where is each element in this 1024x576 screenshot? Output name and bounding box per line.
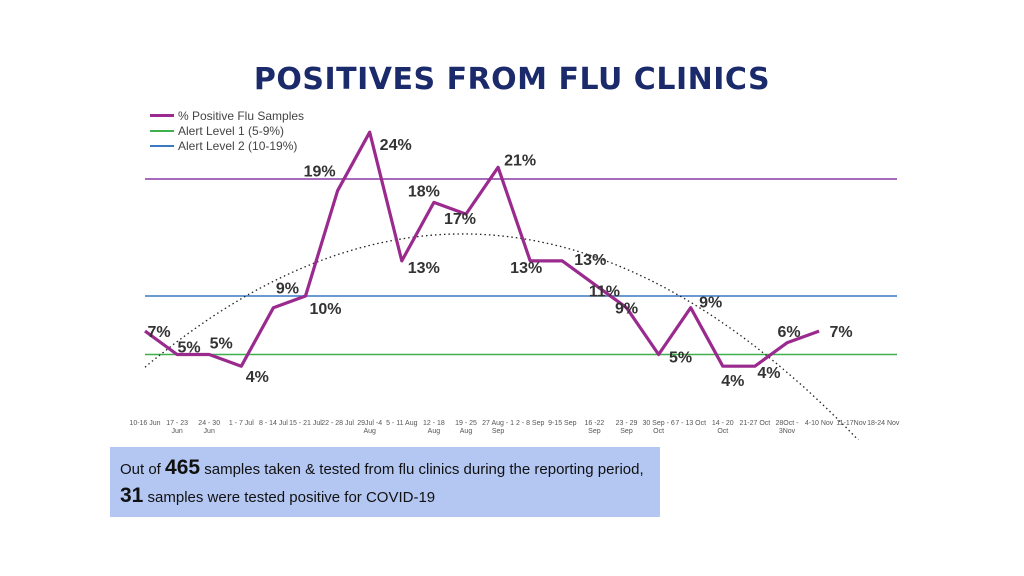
- x-tick-label: 5 - 11 Aug: [386, 420, 418, 427]
- note-middle: samples taken & tested from flu clinics …: [200, 461, 644, 478]
- x-tick-label: 10-16 Jun: [129, 420, 160, 427]
- x-tick-label: 7 - 13 Oct: [675, 420, 706, 427]
- x-tick-label: 2 - 8 Sep: [516, 420, 545, 427]
- note-prefix: Out of: [120, 461, 166, 478]
- x-tick-label: 15 - 21 Jul: [289, 420, 322, 427]
- note-suffix: samples were tested positive for COVID-1…: [143, 489, 436, 506]
- data-label: 4%: [757, 365, 780, 382]
- summary-note: Out of 465 samples taken & tested from f…: [110, 447, 660, 517]
- data-label: 7%: [147, 324, 170, 341]
- note-positive-count: 31: [120, 484, 144, 507]
- line-chart: 7% 5% 5% 4% 9% 10% 19% 24% 13% 18%17% 21% 13% 13% 11%…: [129, 130, 900, 440]
- page-title: POSITIVES FROM FLU CLINICS: [253, 62, 771, 97]
- data-label: 21%: [504, 152, 536, 169]
- x-tick-label: 23 - 29 Sep: [616, 420, 638, 435]
- data-label: 19%: [304, 164, 336, 181]
- data-label: 5%: [210, 336, 233, 353]
- legend-entry-alert2: Alert Level 2 (10-19%): [150, 138, 304, 153]
- data-label: 7%: [830, 324, 853, 341]
- x-tick-label: 9-15 Sep: [548, 420, 577, 427]
- data-label: 13%: [510, 260, 542, 277]
- data-label: 18%: [408, 183, 440, 200]
- x-tick-label: 14 - 20 Oct: [712, 420, 734, 435]
- x-tick-label: 22 - 28 Jul: [321, 420, 354, 427]
- data-label: 11%: [589, 283, 620, 300]
- x-tick-label: 8 - 14 Jul: [259, 420, 288, 427]
- x-tick-label: 12 - 18 Aug: [423, 420, 445, 435]
- data-label: 5%: [178, 340, 201, 357]
- data-label: 9%: [276, 281, 299, 298]
- x-tick-label: 17 - 23 Jun: [166, 420, 188, 435]
- x-tick-label: 16 -22 Sep: [584, 420, 604, 435]
- x-tick-label: 4-10 Nov: [805, 420, 834, 427]
- data-label: 17%: [444, 211, 476, 228]
- x-tick-label: 21-27 Oct: [740, 420, 771, 427]
- data-label: 13%: [574, 252, 606, 269]
- data-label: 6%: [777, 324, 800, 341]
- data-label: 9%: [699, 295, 722, 312]
- x-tick-label: 24 - 30 Jun: [198, 420, 220, 435]
- legend-swatch-positive: [150, 114, 174, 117]
- series-line-positive: [144, 130, 820, 368]
- data-label: 5%: [669, 350, 692, 367]
- note-total-count: 465: [165, 456, 201, 479]
- x-tick-label: 18-24 Nov: [867, 420, 900, 427]
- legend-swatch-alert1: [150, 129, 174, 132]
- legend-swatch-alert2: [150, 144, 174, 147]
- chart-legend: % Positive Flu Samples Alert Level 1 (5-…: [150, 108, 304, 153]
- legend-entry-alert1: Alert Level 1 (5-9%): [150, 123, 304, 138]
- legend-entry-positive: % Positive Flu Samples: [150, 108, 304, 123]
- legend-label-positive: % Positive Flu Samples: [178, 108, 305, 123]
- data-label: 4%: [721, 373, 744, 390]
- data-label: 4%: [246, 369, 269, 386]
- data-label: 10%: [309, 301, 341, 318]
- data-label: 13%: [408, 260, 440, 277]
- legend-label-alert1: Alert Level 1 (5-9%): [178, 123, 285, 138]
- x-tick-label: 11-17Nov: [836, 420, 866, 427]
- x-tick-label: 1 - 7 Jul: [229, 420, 254, 427]
- data-label: 24%: [380, 137, 412, 154]
- x-tick-label: 29Jul -4 Aug: [357, 420, 382, 435]
- x-tick-label: 30 Sep - 6 Oct: [642, 420, 674, 435]
- legend-label-alert2: Alert Level 2 (10-19%): [178, 138, 298, 153]
- x-tick-label: 27 Aug - 1 Sep: [482, 420, 514, 435]
- x-tick-label: 19 - 25 Aug: [455, 420, 477, 435]
- data-label: 9%: [615, 301, 638, 318]
- x-tick-label: 28Oct -3Nov: [776, 420, 800, 435]
